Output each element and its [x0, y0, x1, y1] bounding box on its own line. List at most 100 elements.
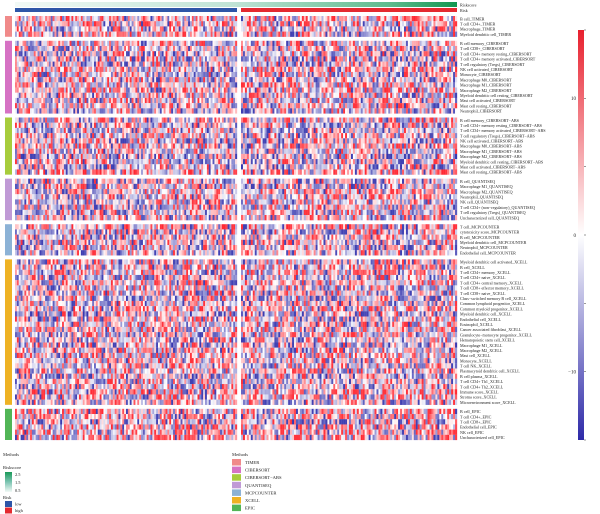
heat-cell — [39, 56, 42, 62]
heat-cell — [445, 108, 448, 114]
heat-cell — [266, 26, 269, 32]
heat-cell — [358, 117, 361, 123]
heat-cell — [305, 77, 308, 83]
heat-cell — [229, 82, 232, 88]
heat-cell — [390, 103, 393, 109]
heat-cell — [376, 21, 379, 27]
heat-cell — [437, 26, 440, 32]
heat-cell — [159, 77, 162, 83]
heat-cell — [210, 40, 213, 47]
heat-cell — [16, 133, 19, 139]
heat-cell — [169, 103, 172, 109]
heat-cell — [110, 87, 113, 93]
heat-cell — [101, 21, 104, 27]
heat-cell — [77, 108, 80, 114]
heat-cell — [105, 87, 108, 93]
heat-cell — [146, 122, 149, 128]
heat-cell — [229, 87, 232, 93]
heat-cell — [182, 56, 185, 62]
heat-cell — [22, 31, 25, 37]
heat-cell — [429, 108, 432, 114]
heat-cell — [141, 82, 144, 88]
heat-cell — [63, 71, 66, 78]
heat-cell — [137, 97, 140, 104]
heat-cell — [103, 82, 106, 88]
heat-cell — [339, 51, 342, 57]
heat-cell — [447, 45, 450, 52]
heat-cell — [63, 82, 66, 88]
heat-cell — [374, 127, 377, 134]
heat-cell — [62, 97, 65, 104]
heat-cell — [309, 16, 312, 22]
heat-cell — [354, 71, 357, 78]
heat-cell — [345, 66, 348, 73]
heat-cell — [382, 133, 385, 139]
heat-cell — [350, 21, 354, 27]
heat-cell — [303, 108, 306, 114]
heat-cell — [65, 71, 68, 78]
heat-cell — [221, 26, 224, 32]
heat-cell — [315, 21, 318, 27]
heat-cell — [409, 45, 412, 52]
heat-cell — [218, 77, 221, 83]
heat-cell — [31, 122, 34, 128]
heat-cell — [368, 97, 371, 104]
heat-cell — [274, 31, 277, 37]
heat-cell — [388, 117, 391, 123]
heat-cell — [197, 117, 200, 123]
heat-cell — [284, 122, 287, 128]
heat-cell — [403, 87, 407, 93]
heat-cell — [415, 97, 418, 104]
heat-cell — [142, 122, 145, 128]
heat-cell — [150, 82, 153, 88]
heat-cell — [84, 56, 87, 62]
heat-cell — [184, 82, 187, 88]
heat-cell — [376, 61, 379, 67]
heat-cell — [62, 31, 65, 37]
heat-cell — [413, 40, 416, 47]
heat-cell — [337, 133, 340, 139]
heat-cell — [262, 51, 265, 57]
heat-cell — [409, 31, 412, 37]
heat-cell — [250, 51, 253, 57]
heat-cell — [65, 82, 68, 88]
heat-cell — [315, 77, 318, 83]
heat-cell — [225, 56, 228, 62]
heat-cell — [352, 66, 356, 73]
heat-cell — [258, 51, 261, 57]
heat-cell — [142, 82, 145, 88]
heat-cell — [325, 66, 328, 73]
heat-cell — [388, 16, 391, 22]
heat-cell — [331, 77, 334, 83]
heat-cell — [45, 87, 48, 93]
heat-cell — [358, 61, 361, 67]
heat-cell — [33, 51, 36, 57]
heat-cell — [366, 61, 369, 67]
heat-cell — [288, 51, 291, 57]
heat-cell — [212, 71, 215, 78]
heat-cell — [356, 31, 359, 37]
heat-cell — [180, 40, 183, 47]
heat-cell — [331, 51, 334, 57]
heat-cell — [368, 66, 371, 73]
heat-cell — [67, 117, 70, 123]
heat-cell — [290, 133, 293, 139]
heat-cell — [214, 133, 217, 139]
heat-cell — [112, 56, 115, 62]
heat-cell — [370, 82, 373, 88]
heat-cell — [443, 61, 446, 67]
heat-cell — [199, 66, 202, 73]
heat-cell — [150, 92, 153, 99]
heat-cell — [313, 133, 316, 139]
heat-cell — [372, 117, 375, 123]
heat-cell — [439, 51, 442, 57]
heat-cell — [443, 117, 446, 123]
heat-cell — [413, 87, 416, 93]
heat-cell — [246, 26, 249, 32]
heat-cell — [417, 97, 420, 104]
heat-cell — [146, 103, 149, 109]
heat-cell — [52, 103, 55, 109]
heat-cell — [109, 133, 112, 139]
heat-cell — [319, 40, 322, 47]
heat-cell — [43, 56, 46, 62]
